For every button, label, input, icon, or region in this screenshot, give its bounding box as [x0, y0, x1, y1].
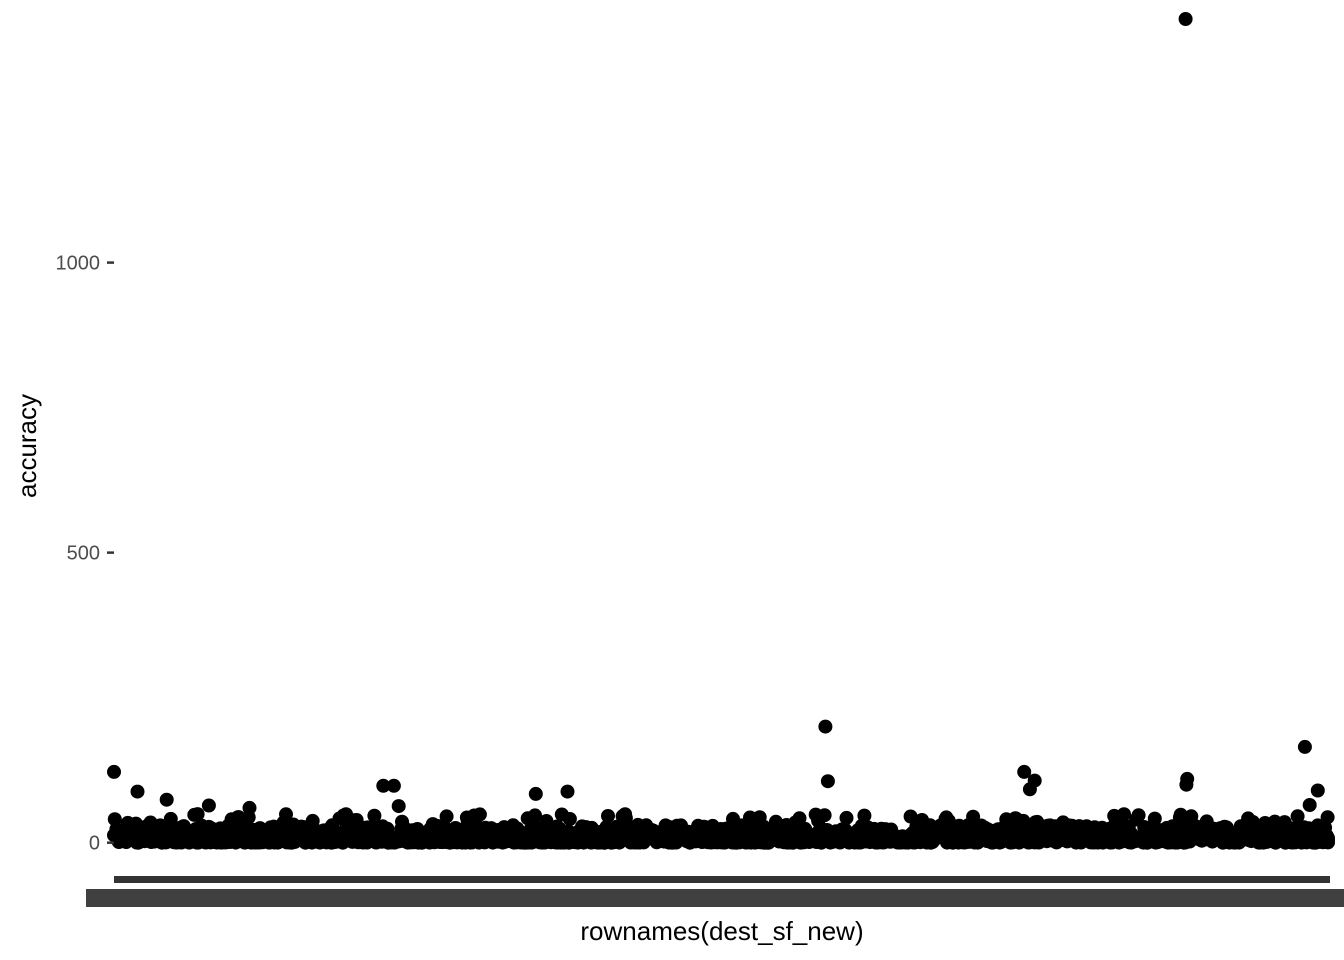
data-point — [159, 792, 174, 807]
data-point — [439, 809, 454, 824]
data-point — [820, 774, 835, 789]
data-point — [903, 809, 918, 824]
data-point — [1147, 811, 1162, 826]
data-point — [857, 808, 872, 823]
points-layer — [107, 12, 1335, 850]
data-point — [130, 784, 145, 799]
data-point — [367, 808, 382, 823]
data-point — [1131, 808, 1146, 823]
data-point — [528, 786, 543, 801]
y-axis-title: accuracy — [12, 394, 42, 498]
x-tick-labels-overlap — [86, 889, 1344, 907]
data-point — [601, 809, 615, 823]
y-tick-label: 500 — [67, 543, 100, 565]
data-point — [839, 810, 854, 825]
x-axis — [86, 876, 1344, 907]
x-tick-marks-band — [114, 876, 1330, 883]
data-point — [1290, 809, 1305, 824]
data-point — [817, 808, 832, 823]
data-point — [528, 808, 542, 823]
x-axis-title: rownames(dest_sf_new) — [580, 916, 863, 946]
data-point — [1117, 807, 1131, 822]
data-point — [1173, 807, 1188, 822]
data-point — [966, 809, 981, 824]
data-point — [1321, 835, 1335, 850]
data-point — [1310, 783, 1325, 798]
data-point — [472, 807, 487, 822]
y-tick-label: 0 — [89, 833, 100, 855]
data-point — [1179, 777, 1194, 792]
data-point — [1178, 12, 1193, 26]
data-point — [1320, 810, 1335, 825]
data-point — [1017, 764, 1032, 779]
y-axis: 0 500 1000 — [56, 253, 114, 855]
data-point — [279, 807, 293, 822]
data-point — [1297, 739, 1312, 754]
data-point — [391, 799, 406, 814]
data-point — [562, 812, 577, 826]
data-point — [818, 719, 833, 734]
data-point — [792, 811, 807, 826]
data-point — [107, 764, 121, 779]
data-point — [163, 811, 178, 826]
data-point — [560, 784, 575, 799]
data-point — [190, 807, 205, 822]
data-point — [386, 778, 401, 793]
data-point — [618, 811, 633, 826]
y-tick-label: 1000 — [56, 253, 101, 275]
data-point — [376, 778, 391, 793]
data-point — [242, 800, 257, 815]
data-point — [1022, 782, 1037, 797]
data-point — [201, 798, 216, 813]
data-point — [1302, 798, 1317, 812]
